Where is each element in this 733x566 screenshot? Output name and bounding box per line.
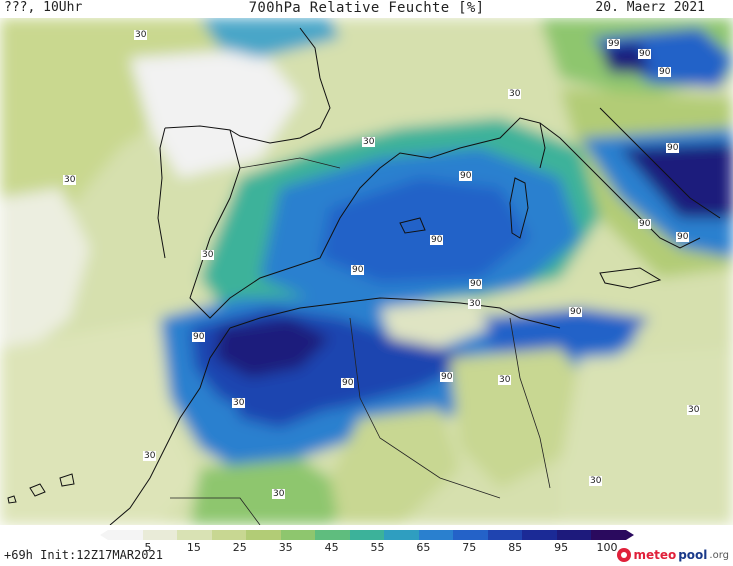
corsica-sardinia xyxy=(509,177,529,239)
colorbar-swatch xyxy=(487,530,523,540)
header-bar: ???, 10Uhr 700hPa Relative Feuchte [%] 2… xyxy=(0,0,733,18)
logo-icon xyxy=(617,548,632,562)
colorbar-swatch xyxy=(418,530,454,540)
contour-label: 90 xyxy=(469,279,483,289)
colorbar-tick-label: 15 xyxy=(186,541,201,554)
contour-label: 30 xyxy=(232,398,246,408)
colorbar-tick-label: 100 xyxy=(596,541,618,554)
portugal-coast xyxy=(157,127,166,259)
contour-label: 90 xyxy=(638,219,652,229)
logo-text-org: .org xyxy=(709,549,729,561)
borders xyxy=(170,157,551,525)
valid-time-label: ???, 10Uhr xyxy=(4,0,83,15)
init-time-label: +69h Init:12Z17MAR2021 xyxy=(4,548,163,562)
contour-label: 90 xyxy=(459,171,473,181)
humidity-map: 30 99 90 90 30 30 90 30 90 90 30 90 90 9… xyxy=(0,18,733,525)
colorbar-low-arrow xyxy=(100,530,108,540)
colorbar-tick-label: 95 xyxy=(554,541,569,554)
colorbar-swatch xyxy=(556,530,592,540)
contour-label: 30 xyxy=(143,451,157,461)
contour-label: 90 xyxy=(569,307,583,317)
france-coast xyxy=(229,27,331,144)
contour-label: 90 xyxy=(676,232,690,242)
contour-label: 30 xyxy=(272,489,286,499)
sicily xyxy=(599,267,662,289)
colorbar-swatch xyxy=(108,530,143,540)
colorbar-swatch xyxy=(177,530,212,540)
colorbar-tick-label: 45 xyxy=(324,541,339,554)
atlantic-africa-coast xyxy=(109,327,231,525)
colorbar xyxy=(108,530,626,540)
border-algeria-libya xyxy=(509,317,551,489)
contour-label: 90 xyxy=(666,143,680,153)
canary-islands xyxy=(7,473,75,504)
contour-label: 30 xyxy=(63,175,77,185)
colorbar-swatch xyxy=(591,530,626,540)
logo-text-meteo: meteo xyxy=(633,548,677,562)
north-africa-coast xyxy=(229,297,561,329)
contour-label: 30 xyxy=(687,405,701,415)
colorbar-swatch xyxy=(246,530,281,540)
colorbar-swatch xyxy=(453,530,488,540)
colorbar-swatch xyxy=(280,530,316,540)
map-canvas xyxy=(0,18,733,525)
colorbar-tick-label: 55 xyxy=(370,541,385,554)
contour-label: 30 xyxy=(362,137,376,147)
colorbar-swatch xyxy=(349,530,385,540)
contour-label: 30 xyxy=(201,250,215,260)
contour-label: 90 xyxy=(440,372,454,382)
legend-bar: 5 15 25 35 45 55 65 75 85 95 100 +69h Init:12Z17MA… xyxy=(0,525,733,566)
contour-label: 30 xyxy=(468,299,482,309)
colorbar-swatch xyxy=(522,530,557,540)
contour-label: 30 xyxy=(498,375,512,385)
colorbar-swatch xyxy=(211,530,247,540)
adriatic-coast xyxy=(599,107,721,219)
iberia-coast xyxy=(164,117,546,319)
border-spain-france xyxy=(239,157,341,169)
colorbar-swatch xyxy=(142,530,178,540)
humidity-field xyxy=(0,18,733,525)
contour-label: 30 xyxy=(134,30,148,40)
border-mauritania xyxy=(170,497,261,525)
contour-label: 90 xyxy=(430,235,444,245)
map-title: 700hPa Relative Feuchte [%] xyxy=(248,0,485,16)
colorbar-tick-label: 65 xyxy=(416,541,431,554)
colorbar-swatch xyxy=(315,530,350,540)
logo-text-pool: pool xyxy=(678,548,708,562)
contour-label: 90 xyxy=(341,378,355,388)
contour-label: 90 xyxy=(192,332,206,342)
colorbar-swatch xyxy=(384,530,419,540)
contour-label: 90 xyxy=(638,49,652,59)
meteopool-logo: meteo pool .org xyxy=(617,548,729,562)
italy-west-coast xyxy=(539,122,701,249)
contour-label: 30 xyxy=(508,89,522,99)
coastlines xyxy=(7,27,721,525)
balearic-islands xyxy=(399,217,426,234)
contour-label: 99 xyxy=(607,39,621,49)
colorbar-tick-label: 5 xyxy=(144,541,152,554)
colorbar-high-arrow xyxy=(626,530,634,540)
colorbar-tick-label: 35 xyxy=(278,541,293,554)
contour-label: 90 xyxy=(658,67,672,77)
contour-label: 90 xyxy=(351,265,365,275)
border-algeria-morocco xyxy=(349,317,501,499)
colorbar-tick-label: 25 xyxy=(232,541,247,554)
colorbar-tick-label: 75 xyxy=(462,541,477,554)
colorbar-tick-label: 85 xyxy=(508,541,523,554)
valid-date-label: 20. Maerz 2021 xyxy=(595,0,705,15)
contour-label: 30 xyxy=(589,476,603,486)
